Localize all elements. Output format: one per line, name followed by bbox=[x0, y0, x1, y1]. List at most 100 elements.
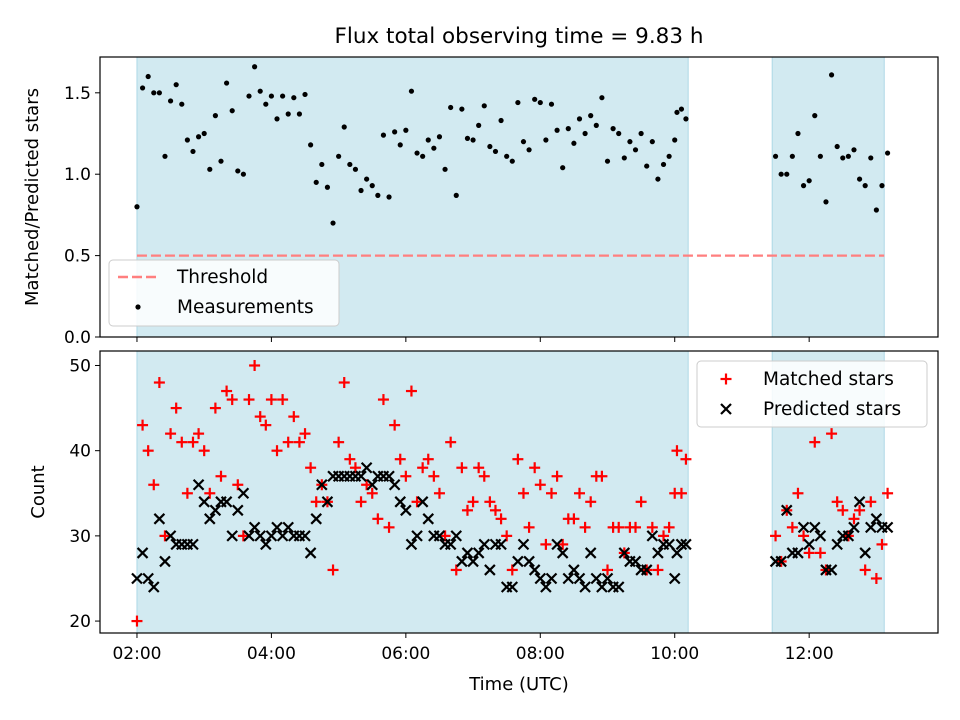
predicted-star-point bbox=[147, 581, 160, 593]
predicted-star-point-b bbox=[675, 538, 688, 551]
predicted-star-point bbox=[187, 538, 199, 551]
matched-star-point bbox=[854, 504, 866, 516]
predicted-star-point-b bbox=[517, 538, 530, 551]
measurement-point bbox=[476, 122, 482, 128]
measurement-point bbox=[330, 220, 336, 226]
predicted-star-point bbox=[668, 572, 681, 585]
predicted-star-point bbox=[551, 538, 563, 551]
matched-star-point bbox=[770, 530, 782, 542]
legend-cross bbox=[720, 403, 732, 415]
matched-star-point bbox=[803, 547, 815, 559]
top-y-tick-label: 1.0 bbox=[64, 165, 91, 185]
predicted-star-point bbox=[226, 530, 238, 542]
measurement-point bbox=[845, 153, 851, 159]
matched-star-point bbox=[658, 530, 670, 542]
predicted-star-point-b bbox=[248, 521, 261, 534]
predicted-star-point-b bbox=[383, 470, 395, 483]
measurement-point bbox=[280, 93, 286, 99]
predicted-star-point bbox=[556, 547, 569, 559]
predicted-star-point-b bbox=[254, 530, 266, 542]
measurement-point bbox=[352, 166, 359, 172]
predicted-star-point-b bbox=[304, 547, 317, 559]
matched-star-point bbox=[831, 496, 843, 508]
measurement-point bbox=[240, 171, 247, 177]
predicted-star-point bbox=[232, 504, 244, 517]
predicted-star-point-b bbox=[797, 521, 810, 534]
measurement-point bbox=[218, 158, 224, 164]
measurement-point bbox=[593, 122, 599, 128]
predicted-star-point bbox=[153, 513, 166, 525]
matched-star-point bbox=[215, 470, 227, 482]
top-axes-frame bbox=[99, 56, 939, 338]
measurement-point bbox=[582, 130, 588, 137]
predicted-star-point-b bbox=[310, 513, 322, 525]
measurement-point bbox=[666, 153, 672, 159]
predicted-star-point-b bbox=[136, 547, 149, 559]
predicted-stars-legend-label: Predicted stars bbox=[763, 399, 901, 420]
measurement-point bbox=[660, 161, 667, 168]
matched-star-point bbox=[204, 487, 216, 499]
matched-star-point bbox=[473, 462, 485, 474]
measurement-point bbox=[425, 137, 431, 143]
predicted-star-point bbox=[433, 530, 446, 542]
predicted-star-point bbox=[825, 564, 838, 576]
predicted-star-point-b bbox=[276, 530, 289, 542]
predicted-stars-series bbox=[131, 461, 894, 593]
predicted-star-point bbox=[618, 547, 631, 559]
measurement-point bbox=[442, 166, 448, 172]
predicted-star-point bbox=[652, 547, 664, 559]
predicted-star-point bbox=[383, 470, 395, 483]
predicted-star-point bbox=[865, 521, 877, 534]
measurement-point bbox=[644, 163, 650, 169]
predicted-star-point bbox=[237, 487, 250, 500]
predicted-star-point bbox=[792, 547, 804, 559]
predicted-star-point bbox=[814, 530, 827, 542]
bottom-x-axis: 02:00 04:00 06:00 08:00 10:00 12:00 bbox=[112, 633, 834, 664]
matched-star-point bbox=[344, 453, 356, 465]
predicted-star-point-b bbox=[881, 521, 894, 534]
measurement-point bbox=[862, 183, 868, 189]
measurement-point bbox=[879, 183, 885, 189]
matched-star-point bbox=[361, 479, 373, 491]
matched-star-point bbox=[876, 538, 888, 550]
measurement-point bbox=[526, 147, 532, 153]
predicted-star-point-b bbox=[853, 496, 866, 508]
predicted-star-point bbox=[411, 530, 423, 542]
matched-star-point bbox=[159, 530, 171, 542]
measurement-point bbox=[610, 126, 616, 132]
measurement-point bbox=[828, 72, 835, 78]
predicted-star-point-b bbox=[808, 521, 821, 534]
measurement-point bbox=[470, 137, 476, 143]
measurement-point bbox=[789, 153, 795, 159]
matched-star-point bbox=[271, 445, 283, 457]
bottom-y-tick-label: 20 bbox=[69, 612, 91, 632]
measurement-point bbox=[873, 207, 879, 213]
predicted-star-point bbox=[528, 564, 541, 576]
predicted-star-point-b bbox=[596, 581, 608, 593]
measurement-point bbox=[627, 139, 633, 145]
measurement-point bbox=[599, 95, 605, 101]
predicted-star-point-b bbox=[164, 530, 177, 542]
predicted-star-point bbox=[478, 538, 491, 551]
predicted-star-point bbox=[495, 538, 507, 551]
measurement-point bbox=[565, 126, 571, 132]
predicted-star-point bbox=[523, 555, 535, 568]
measurement-point bbox=[683, 116, 689, 122]
matched-stars-series bbox=[131, 359, 894, 627]
matched-star-point bbox=[422, 453, 434, 465]
measurement-point bbox=[504, 153, 510, 159]
measurement-point bbox=[588, 113, 594, 119]
predicted-star-point-b bbox=[198, 496, 210, 508]
measurement-point bbox=[884, 150, 891, 156]
measurement-point bbox=[823, 199, 829, 205]
observing-window-2 bbox=[771, 56, 885, 338]
measurement-point bbox=[313, 179, 319, 185]
matched-star-point bbox=[540, 538, 552, 550]
predicted-star-point bbox=[568, 564, 580, 576]
predicted-star-point bbox=[612, 581, 625, 593]
predicted-star-point-b bbox=[209, 504, 222, 517]
predicted-star-point-b bbox=[388, 478, 401, 491]
matched-star-point bbox=[349, 462, 361, 474]
predicted-star-point bbox=[136, 547, 149, 559]
